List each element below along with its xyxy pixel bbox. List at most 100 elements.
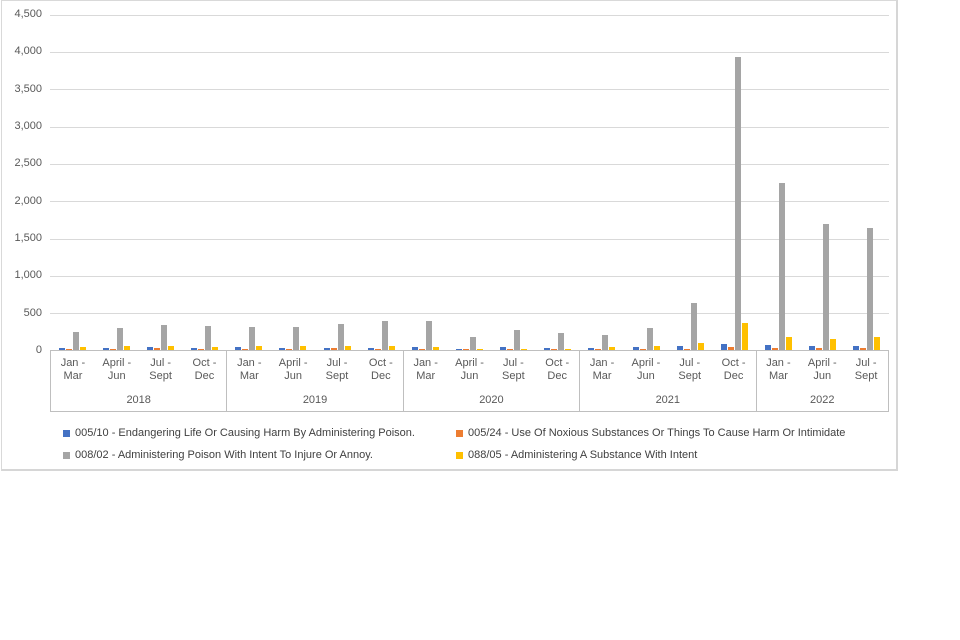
bar	[588, 347, 595, 350]
y-tick-label: 500	[23, 306, 42, 319]
bar	[853, 345, 860, 350]
bar	[256, 346, 263, 350]
x-quarter-label: Jan - Mar	[413, 357, 438, 382]
legend-swatch-icon	[456, 429, 463, 437]
x-quarter-label: Jul - Sept	[502, 357, 525, 382]
legend-item: 008/02 - Administering Poison With Inten…	[63, 449, 456, 461]
bar	[388, 346, 395, 350]
bar	[860, 347, 867, 350]
x-year-group: Jan - Mar April - Jun Jul - Sept Oct - Dec 2…	[402, 351, 579, 411]
bar	[249, 327, 256, 350]
bar	[609, 347, 616, 350]
x-year-group: Jan - Mar April - Jun Jul - Sept Oct - Dec 2…	[226, 351, 402, 411]
bar	[65, 348, 72, 350]
bar-group	[403, 14, 447, 350]
bar-group	[227, 14, 271, 350]
y-tick-label: 2,500	[14, 157, 42, 170]
bar	[809, 345, 816, 350]
gridline	[50, 238, 889, 240]
bar	[874, 336, 881, 350]
bar	[646, 327, 653, 350]
gridline	[50, 14, 889, 16]
x-quarter-label: Jan - Mar	[60, 357, 86, 382]
gridline	[50, 163, 889, 165]
bar-chart: 0 500 1,000 1,500 2,000 2,500 3,000 3,500 4,000 4…	[1, 0, 898, 471]
bar	[293, 326, 300, 350]
x-axis: Jan - Mar April - Jun Jul - Sept Oct - Dec 2…	[50, 351, 889, 412]
legend-label: 088/05 - Administering A Substance With …	[468, 449, 698, 461]
y-tick-label: 0	[35, 344, 42, 356]
x-quarter-label: Oct - Dec	[192, 357, 217, 382]
bar	[418, 348, 425, 350]
bar	[337, 323, 344, 350]
gridline	[50, 126, 889, 128]
legend-label: 005/10 - Endangering Life Or Causing Har…	[75, 427, 415, 439]
bar	[779, 182, 786, 350]
bar	[727, 346, 734, 350]
bar	[514, 329, 521, 350]
gridline	[50, 89, 889, 91]
x-quarter-label: Jul - Sept	[325, 357, 349, 382]
bar	[500, 347, 507, 350]
bar	[455, 348, 462, 350]
gridline	[50, 201, 889, 203]
y-tick-label: 1,500	[14, 232, 42, 244]
bar-group	[712, 14, 756, 350]
bar-group	[801, 14, 845, 350]
y-tick-label: 4,500	[14, 8, 42, 20]
bar	[786, 336, 793, 350]
bar	[639, 348, 646, 350]
y-tick-label: 3,500	[14, 82, 42, 95]
x-year-label: 2019	[302, 394, 328, 406]
bar	[741, 322, 748, 350]
legend-swatch-icon	[63, 451, 70, 459]
legend-item: 005/24 - Use Of Noxious Substances Or Th…	[456, 427, 883, 439]
bar-group	[845, 14, 889, 350]
bar	[102, 347, 109, 350]
bar	[676, 345, 683, 350]
x-axis-line	[50, 350, 889, 351]
bar	[558, 332, 565, 350]
bar	[300, 346, 307, 350]
bar-group	[182, 14, 226, 350]
bar	[242, 349, 249, 350]
bar	[602, 335, 609, 350]
bar	[330, 347, 337, 350]
bar-group	[580, 14, 624, 350]
gridline	[50, 51, 889, 53]
bar	[544, 348, 551, 350]
bar	[521, 348, 528, 350]
x-quarter-label: April - Jun	[278, 357, 308, 382]
bar	[212, 346, 219, 350]
bar-group	[668, 14, 712, 350]
bar	[205, 325, 212, 350]
bar	[867, 227, 874, 350]
x-quarter-label: April - Jun	[102, 357, 132, 382]
x-quarter-label: Oct - Dec	[721, 357, 746, 382]
legend-swatch-icon	[63, 429, 70, 437]
x-quarter-label: Jan - Mar	[589, 357, 615, 382]
bar-group	[757, 14, 801, 350]
bar	[697, 343, 704, 350]
bar-group	[359, 14, 403, 350]
bar-group	[138, 14, 182, 350]
bar	[123, 346, 130, 350]
bar	[146, 347, 153, 350]
bar	[323, 347, 330, 350]
legend-swatch-icon	[456, 451, 463, 459]
bar	[734, 57, 741, 350]
bar-group	[624, 14, 668, 350]
x-quarter-label: Jan - Mar	[237, 357, 262, 382]
x-quarter-label: April - Jun	[631, 357, 661, 382]
bar	[772, 347, 779, 350]
x-year-label: 2018	[126, 394, 151, 406]
bar	[823, 223, 830, 350]
bar	[58, 347, 65, 350]
y-tick-label: 4,000	[14, 45, 42, 58]
bar	[476, 348, 483, 350]
bar	[632, 347, 639, 350]
bar	[191, 348, 198, 350]
x-year-label: 2021	[655, 394, 681, 406]
gridline	[50, 313, 889, 315]
x-quarter-label: April - Jun	[455, 357, 484, 382]
